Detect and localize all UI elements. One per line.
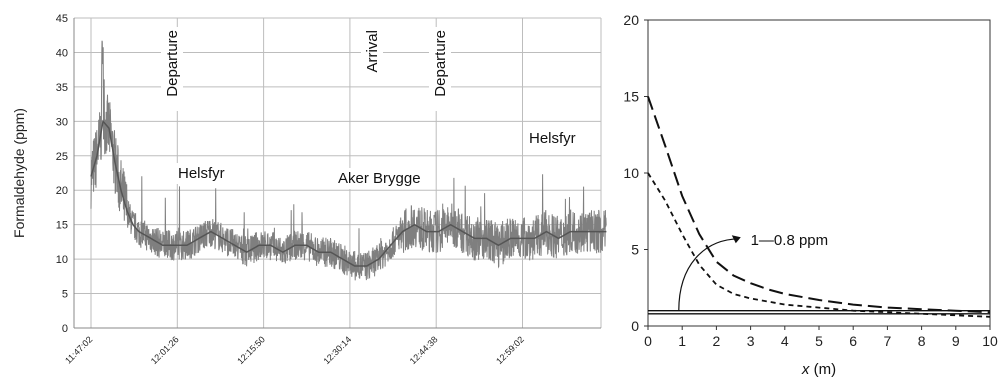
y-tick-label-15: 15 [623,89,639,105]
x-axis-label-unit: (m) [809,361,836,377]
helsfyr-label-2-background [525,128,589,149]
y-tick-label-35: 35 [56,82,68,94]
x-tick-label-8: 8 [918,333,926,349]
y-tick-label-5: 5 [62,289,68,301]
x-axis-label: x (m) [801,361,836,377]
x-tick-label-1: 12:01:26 [149,334,181,366]
aker-brygge-label-background [334,168,434,189]
formaldehyde-noisy-line [90,40,607,281]
helsfyr-label-2: Helsfyr [529,130,576,147]
arrival-label-background [361,27,383,85]
y-tick-label-45: 45 [56,13,68,25]
x-tick-label-2: 2 [713,333,721,349]
x-tick-label-6: 6 [849,333,857,349]
aker-brygge-label: Aker Brygge [338,170,421,187]
departure-label-1-background [161,27,183,111]
y-tick-label-15: 15 [56,220,68,232]
y-tick-label-40: 40 [56,47,68,59]
annotation-arrowhead [731,235,741,244]
annotation-label: 1—0.8 ppm [751,232,829,249]
series-line-0-long-dash [647,96,991,314]
y-tick-label-0: 0 [631,318,639,334]
y-axis-label: Formaldehyde (ppm) [11,108,27,238]
y-tick-label-30: 30 [56,116,68,128]
y-tick-label-20: 20 [623,12,639,28]
x-tick-label-5: 5 [815,333,823,349]
x-axis-label-var: x [801,361,810,377]
y-tick-label-10: 10 [623,165,639,181]
x-tick-label-1: 1 [678,333,686,349]
formaldehyde-time-series-chart: 0 5 10 15 20 25 30 35 40 45 11:47:02 12:01:26 12:15:… [11,13,607,366]
y-tick-label-10: 10 [56,254,68,266]
x-tick-label-3: 3 [747,333,755,349]
departure-label-1: Departure [164,30,181,97]
formaldehyde-trend-line [90,119,607,267]
y-tick-label-25: 25 [56,151,68,163]
arrival-label: Arrival [364,30,381,73]
x-tick-label-10: 10 [982,333,998,349]
plot-frame [647,19,991,327]
x-tick-label-9: 9 [952,333,960,349]
x-tick-label-0: 0 [644,333,652,349]
annotation-arrow [678,238,739,311]
x-tick-label-4: 4 [781,333,789,349]
helsfyr-label-1-background [174,163,238,184]
x-tick-label-2: 12:15:50 [235,334,267,366]
x-tick-label-3: 12:30:14 [321,334,353,366]
y-tick-label-0: 0 [62,323,68,335]
concentration-distance-chart: 0 5 10 15 20 0 1 2 3 4 5 6 7 8 9 10 x (m) 1—0.8 ppm [623,12,998,377]
helsfyr-label-1: Helsfyr [178,165,225,182]
x-tick-label-5: 12:59:02 [494,334,526,366]
y-tick-label-20: 20 [56,185,68,197]
x-tick-label-0: 11:47:02 [63,334,94,365]
x-tick-label-7: 7 [884,333,892,349]
series-line-1-short-dash [647,172,991,318]
departure-label-2-background [429,27,451,111]
y-tick-label-5: 5 [631,242,639,258]
departure-label-2: Departure [432,30,449,97]
x-tick-label-4: 12:44:38 [408,334,440,366]
